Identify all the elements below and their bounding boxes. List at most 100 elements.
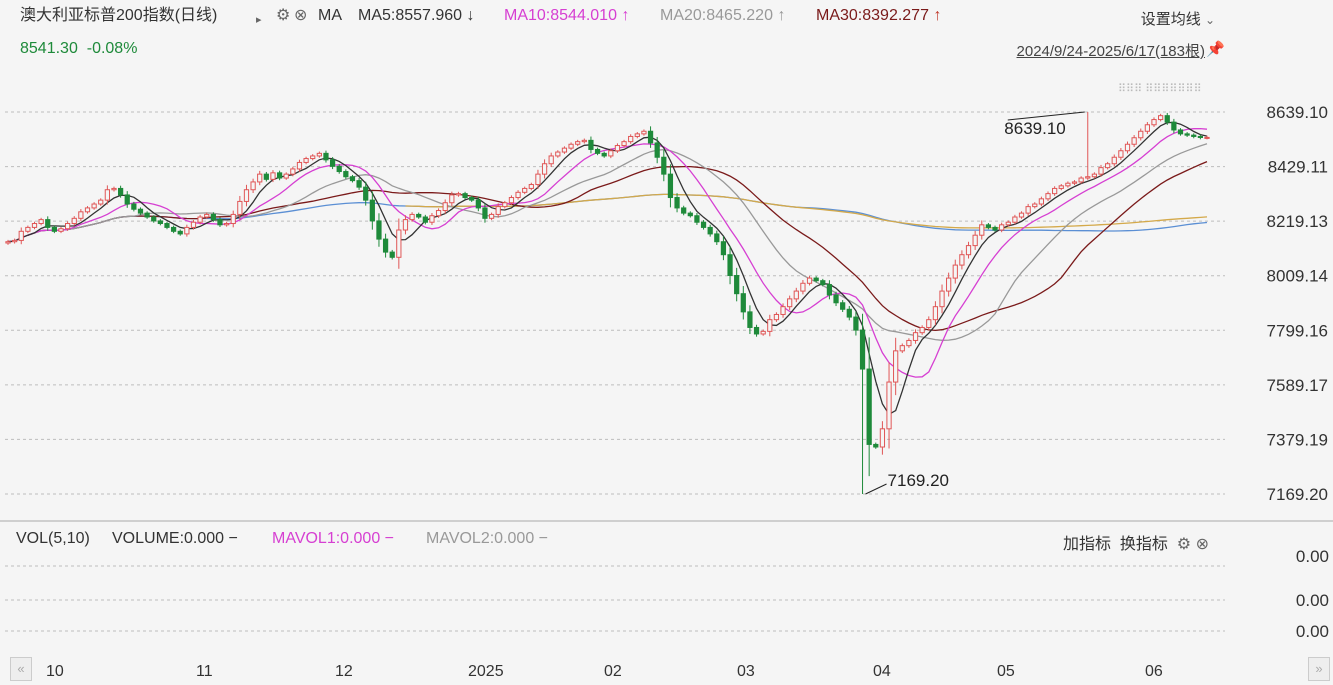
add-indicator-button[interactable]: 加指标: [1062, 536, 1111, 553]
candle-body: [1025, 206, 1031, 214]
candle-body: [734, 274, 740, 295]
ma30-value: MA30:8392.277 ↑: [816, 7, 942, 24]
candle-body: [18, 230, 24, 241]
candle-body: [270, 172, 276, 180]
candle-body: [369, 199, 375, 222]
candle-body: [535, 173, 541, 186]
close-icon[interactable]: ⊗: [294, 7, 308, 24]
switch-indicator-button[interactable]: 换指标: [1119, 536, 1168, 553]
candle-body: [568, 143, 574, 149]
candle-body: [608, 150, 614, 157]
x-tick-label: 05: [997, 663, 1015, 680]
candle-body: [91, 203, 97, 209]
candle-body: [1105, 163, 1111, 169]
candle-body: [800, 282, 806, 292]
candle-body: [435, 210, 442, 217]
candle-body: [1032, 203, 1038, 208]
candle-body: [866, 368, 872, 445]
title-expand-icon[interactable]: ▸: [256, 14, 262, 26]
candle-body: [561, 147, 568, 153]
candle-body: [137, 208, 144, 214]
ma5-line: [7, 121, 1208, 416]
candle-body: [1177, 129, 1184, 135]
candle-body: [694, 215, 700, 223]
candle-body: [502, 202, 508, 208]
candle-body: [820, 280, 826, 286]
candle-body: [594, 148, 601, 154]
gear-icon[interactable]: ⚙: [1176, 536, 1192, 553]
candle-body: [263, 173, 269, 180]
candle-body: [1144, 124, 1151, 132]
candle-body: [926, 319, 932, 328]
candle-body: [528, 184, 534, 189]
candle-body: [184, 226, 190, 235]
candle-body: [422, 216, 428, 223]
y-tick-label: 8639.10: [1267, 103, 1328, 122]
scroll-right-button[interactable]: »: [1308, 657, 1330, 681]
vol-axis-label: 0.00: [1295, 622, 1329, 641]
candle-body: [952, 264, 958, 279]
candle-body: [555, 151, 561, 157]
candle-body: [548, 155, 554, 165]
y-tick-label: 8429.11: [1268, 158, 1328, 177]
candle-body: [1158, 115, 1164, 121]
candle-body: [813, 277, 819, 282]
close-icon[interactable]: ⊗: [1195, 536, 1209, 553]
candle-body: [336, 165, 342, 173]
candle-body: [1078, 177, 1084, 183]
candle-body: [177, 230, 183, 235]
candle-body: [588, 139, 594, 150]
x-tick-label: 10: [46, 663, 64, 680]
candle-body: [787, 298, 793, 308]
candle-body: [661, 156, 667, 175]
candle-body: [1191, 134, 1197, 137]
x-tick-label: 03: [737, 663, 755, 680]
candle-body: [71, 217, 77, 225]
candle-body: [1045, 193, 1051, 200]
candle-body: [257, 173, 263, 183]
candle-body: [303, 158, 309, 163]
candle-body: [806, 277, 813, 284]
candle-body: [714, 233, 720, 243]
candle-body: [78, 211, 84, 219]
ma20-line: [7, 143, 1208, 341]
candle-body: [575, 141, 581, 145]
candle-body: [495, 206, 501, 215]
x-tick-label: 12: [335, 663, 353, 680]
candle-body: [1171, 121, 1177, 131]
candle-body: [31, 223, 38, 228]
candle-body: [707, 226, 713, 235]
date-range-label[interactable]: 2024/9/24-2025/6/17(183根): [1016, 43, 1205, 60]
candle-body: [164, 223, 170, 228]
candle-body: [1012, 216, 1018, 223]
candle-body: [946, 277, 952, 292]
candle-body: [402, 219, 409, 231]
candle-body: [647, 130, 654, 144]
candle-body: [104, 189, 110, 201]
candle-body: [250, 181, 256, 191]
min-price-arrow: [865, 483, 887, 495]
candle-body: [1118, 150, 1124, 158]
candle-body: [753, 326, 760, 335]
candle-body: [111, 187, 117, 191]
pin-icon[interactable]: 📌: [1206, 41, 1225, 58]
gear-icon[interactable]: ⚙: [276, 7, 291, 24]
vol-axis-label: 0.00: [1295, 591, 1329, 610]
candle-body: [469, 197, 475, 201]
max-price-annotation: 8639.10: [1004, 119, 1065, 138]
candle-body: [376, 220, 382, 240]
chevron-down-icon: ⌄: [1204, 13, 1215, 27]
candle-body: [959, 254, 965, 266]
chart-title: 澳大利亚标普200指数(日线): [20, 7, 218, 24]
candle-body: [316, 152, 322, 157]
max-price-arrow: [1007, 111, 1085, 121]
panel-divider[interactable]: [0, 520, 1333, 522]
candle-body: [1197, 135, 1203, 138]
candle-body: [217, 219, 223, 226]
y-tick-label: 7379.19: [1267, 430, 1328, 449]
y-tick-label: 7589.17: [1267, 376, 1328, 395]
scroll-left-button[interactable]: «: [10, 657, 32, 681]
ma-settings-button[interactable]: 设置均线 ⌄: [1140, 11, 1215, 28]
candle-body: [1184, 133, 1190, 136]
